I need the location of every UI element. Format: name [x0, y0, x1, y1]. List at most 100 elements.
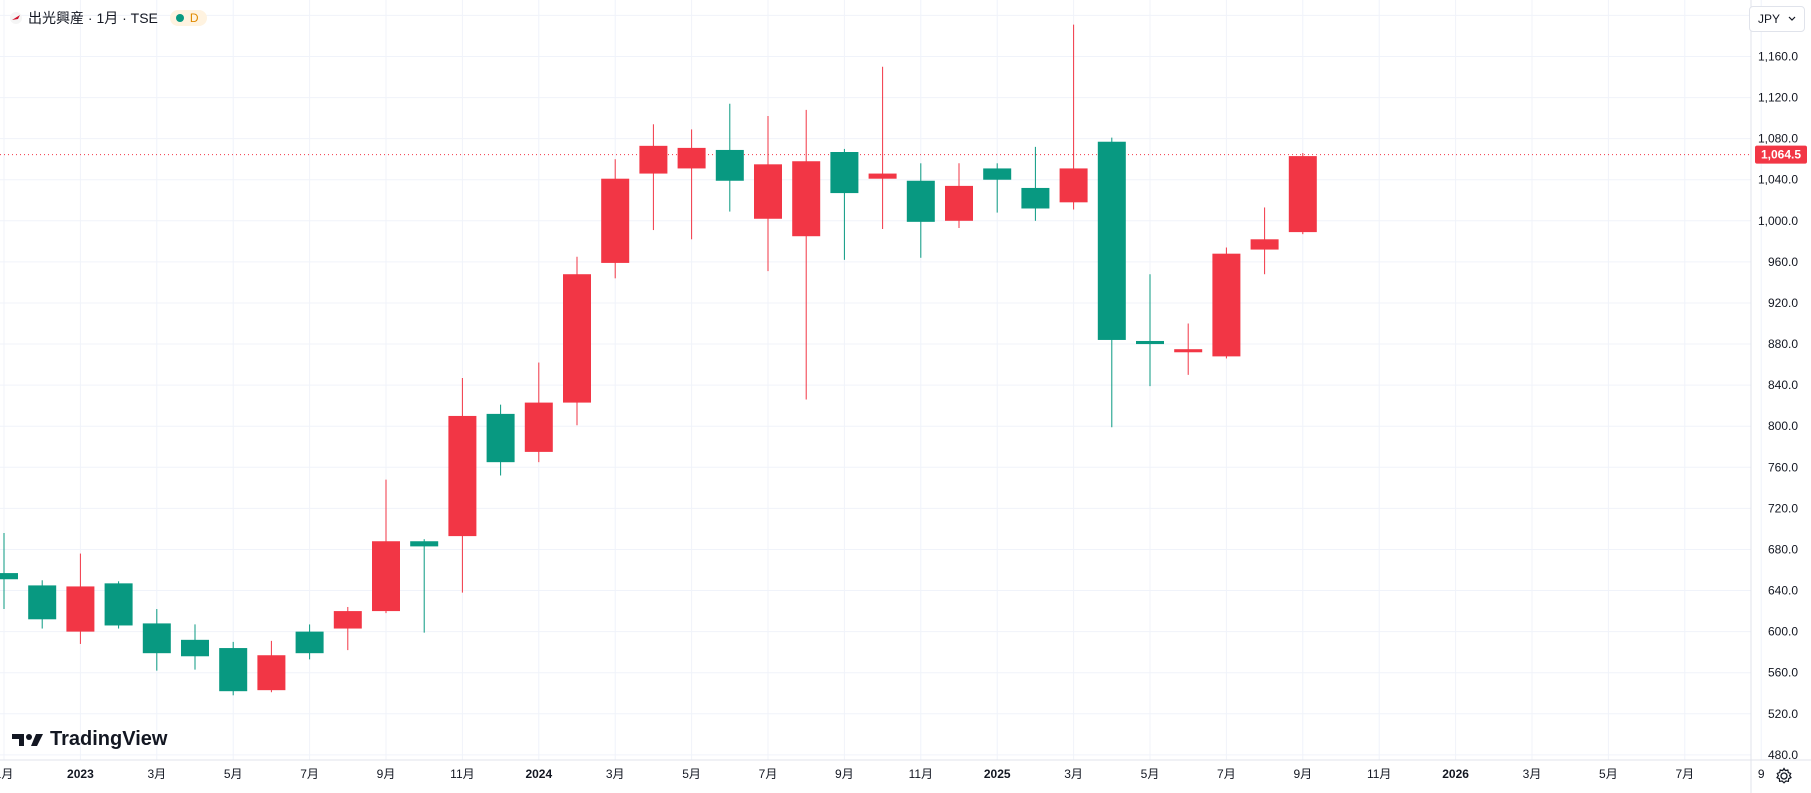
- candle-body: [983, 168, 1012, 180]
- settings-gear-icon[interactable]: [1775, 767, 1793, 785]
- x-tick-label: 11月: [1367, 767, 1391, 781]
- candle: [486, 404, 515, 476]
- currency-label: JPY: [1757, 12, 1780, 26]
- candle: [792, 109, 821, 400]
- candle-body: [563, 274, 591, 403]
- candle: [372, 479, 400, 614]
- y-tick-label: 520.0: [1768, 707, 1798, 721]
- x-tick-label: 3月: [1523, 767, 1542, 781]
- candle-body: [524, 402, 553, 452]
- y-tick-label: 960.0: [1768, 255, 1798, 269]
- x-tick-label: 5月: [682, 767, 701, 781]
- x-tick-label: 2023: [67, 767, 94, 781]
- candle-body: [333, 611, 362, 629]
- candle-body: [830, 152, 859, 194]
- y-tick-label: 600.0: [1768, 625, 1798, 639]
- candle: [28, 580, 57, 629]
- last-price-label-bg: [1755, 145, 1807, 164]
- candle: [1021, 146, 1050, 221]
- brand-name: TradingView: [50, 728, 168, 750]
- y-tick-label: 480.0: [1768, 748, 1798, 762]
- x-tick-label: 7月: [759, 767, 778, 781]
- x-tick-label: 9月: [1293, 767, 1312, 781]
- x-tick-label: 7月: [300, 767, 319, 781]
- candle: [333, 606, 362, 651]
- y-tick-label: 1,000.0: [1758, 214, 1798, 228]
- candle: [639, 124, 668, 231]
- y-tick-label: 640.0: [1768, 584, 1798, 598]
- tradingview-brand[interactable]: TradingView: [12, 728, 167, 751]
- x-tick-label: 9: [1758, 767, 1765, 781]
- candle-body: [1250, 239, 1279, 250]
- candle-body: [1174, 349, 1203, 353]
- candle: [868, 66, 897, 230]
- candle: [830, 148, 859, 260]
- candle: [448, 377, 477, 593]
- x-tick-label: 5月: [1141, 767, 1160, 781]
- candle-body: [868, 173, 897, 179]
- y-tick-label: 1,160.0: [1758, 49, 1798, 63]
- candle-body: [906, 180, 935, 222]
- candle-body: [677, 147, 706, 169]
- x-tick-label: 1月: [0, 767, 13, 781]
- candle-body: [1212, 253, 1241, 357]
- candle-body: [219, 648, 248, 692]
- y-tick-label: 720.0: [1768, 501, 1798, 515]
- candle: [1059, 24, 1088, 210]
- candle: [66, 553, 95, 644]
- status-dot-icon: [175, 14, 184, 22]
- x-tick-label: 3月: [606, 767, 625, 781]
- x-tick-label: 9月: [377, 767, 396, 781]
- symbol-title[interactable]: 出光興産 · 1月 · TSE: [28, 10, 158, 26]
- y-tick-label: 1,120.0: [1758, 91, 1798, 105]
- x-tick-label: 7月: [1675, 767, 1694, 781]
- candle-body: [1097, 141, 1126, 340]
- candles: [0, 24, 1317, 696]
- candle: [181, 624, 209, 670]
- tradingview-logo-icon: [12, 733, 43, 746]
- candle-body: [372, 541, 400, 612]
- candle-body: [792, 161, 821, 237]
- candle: [1288, 153, 1317, 235]
- candle: [563, 256, 591, 426]
- candle-body: [295, 631, 324, 654]
- x-tick-label: 9月: [835, 767, 854, 781]
- candle: [601, 159, 630, 279]
- y-tick-label: 760.0: [1768, 460, 1798, 474]
- candle: [295, 624, 324, 660]
- candle: [1212, 247, 1241, 359]
- currency-selector[interactable]: JPY: [1748, 6, 1805, 32]
- candle-body: [754, 164, 782, 219]
- candle: [142, 609, 171, 671]
- candle: [410, 539, 439, 633]
- x-tick-label: 11月: [909, 767, 933, 781]
- y-tick-label: 800.0: [1768, 419, 1798, 433]
- candle-body: [28, 585, 57, 620]
- y-tick-label: 880.0: [1768, 337, 1798, 351]
- candle: [257, 640, 286, 693]
- x-tick-label: 5月: [224, 767, 243, 781]
- candle-body: [715, 149, 744, 181]
- candle: [1097, 137, 1126, 428]
- candle: [0, 533, 18, 610]
- candle: [754, 116, 782, 272]
- chart-header: 出光興産 · 1月 · TSE D: [10, 8, 207, 28]
- x-tick-label: 11月: [450, 767, 474, 781]
- market-status-badge[interactable]: D: [169, 10, 207, 26]
- candle-body: [1288, 156, 1317, 233]
- y-tick-label: 840.0: [1768, 378, 1798, 392]
- candle: [1250, 207, 1279, 275]
- grid: [0, 0, 1762, 760]
- candle-body: [1021, 187, 1050, 209]
- y-tick-label: 560.0: [1768, 666, 1798, 680]
- last-price-label: 1,064.5: [1761, 148, 1801, 162]
- candle-body: [0, 573, 18, 580]
- chevron-down-icon: [1788, 16, 1796, 21]
- candle-body: [142, 623, 171, 654]
- candle-body: [1136, 340, 1164, 345]
- candle: [1136, 274, 1164, 387]
- candle-body: [104, 583, 133, 626]
- candle: [524, 362, 553, 463]
